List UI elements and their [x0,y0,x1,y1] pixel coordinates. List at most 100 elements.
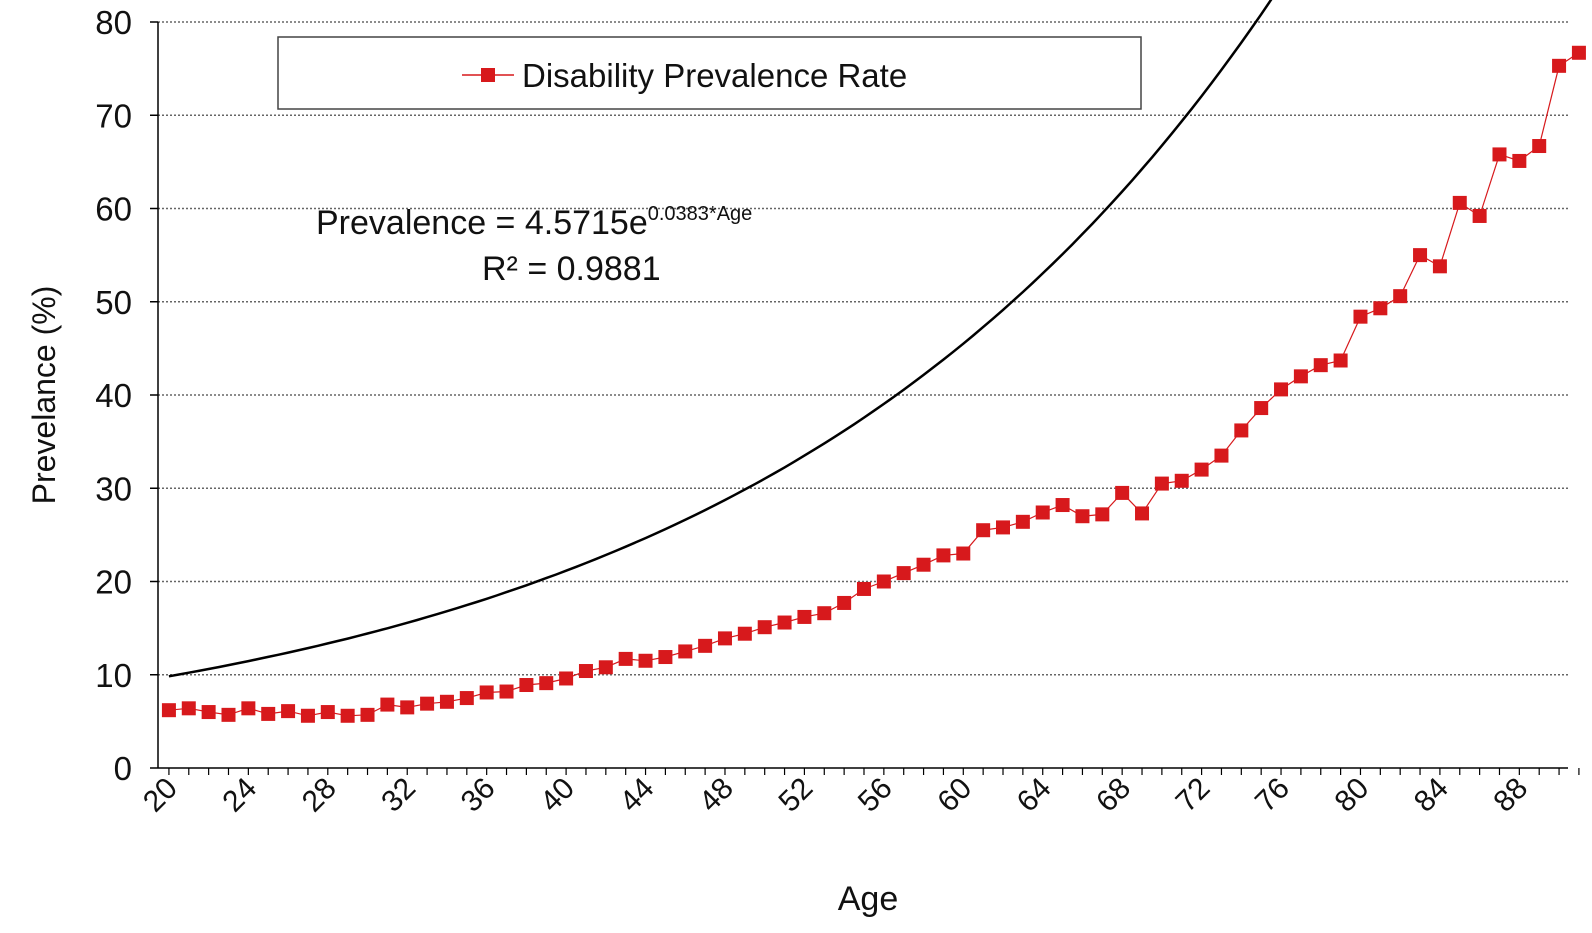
data-point [1095,507,1110,522]
data-point [1532,139,1547,154]
data-point [459,691,474,706]
data-point [658,650,673,665]
x-tick-label: 24 [216,772,263,819]
y-tick-label: 80 [95,4,132,41]
data-point [1373,301,1388,316]
data-point [598,660,613,675]
data-point [856,581,871,596]
x-tick-label: 84 [1408,772,1455,819]
data-point [539,676,554,691]
data-point [1313,358,1328,373]
data-point [1571,45,1586,60]
y-tick-label: 40 [95,377,132,414]
data-point [698,638,713,653]
data-point [1135,506,1150,521]
data-point [837,595,852,610]
data-point [1055,498,1070,513]
data-point [1393,289,1408,304]
data-point [181,701,196,716]
x-tick-label: 52 [772,772,819,819]
data-point [380,697,395,712]
x-tick-label: 20 [137,772,184,819]
legend-label: Disability Prevalence Rate [522,57,907,94]
data-point [221,707,236,722]
svg-text:Prevalence = 4.5715e0.0383*Age: Prevalence = 4.5715e0.0383*Age [316,203,752,242]
data-point [1115,485,1130,500]
data-point [797,609,812,624]
data-point [559,671,574,686]
data-point [1452,195,1467,210]
x-tick-label: 56 [852,772,899,819]
y-tick-label: 20 [95,564,132,601]
data-point [1293,369,1308,384]
x-tick-label: 80 [1328,772,1375,819]
data-point [1214,448,1229,463]
equation-exponent: 0.0383*Age [648,203,753,225]
data-point [578,664,593,679]
x-axis-label: Age [838,880,899,918]
data-point [1333,353,1348,368]
data-point [1492,147,1507,162]
data-point [300,708,315,723]
data-point [1234,423,1249,438]
y-tick-label: 0 [114,750,132,787]
data-point [1075,509,1090,524]
x-tick-label: 68 [1090,772,1137,819]
data-point [1472,208,1487,223]
data-point [1254,401,1269,416]
data-point [1552,58,1567,73]
data-point [638,653,653,668]
data-point [360,707,375,722]
data-point [876,574,891,589]
y-axis-label: Prevelance (%) [26,286,62,505]
x-tick-label: 72 [1170,772,1217,819]
data-point [976,523,991,538]
trendline [168,0,1273,678]
data-point [1512,153,1527,168]
data-point [618,651,633,666]
trendline-equation: Prevalence = 4.5715e0.0383*Age R² = 0.98… [316,203,752,288]
data-point [1274,382,1289,397]
x-tick-label: 36 [455,772,502,819]
data-point [499,684,514,699]
data-point [717,631,732,646]
data-point [519,678,534,693]
data-point [161,703,176,718]
data-point [340,708,355,723]
data-point [817,606,832,621]
data-point [956,546,971,561]
series [161,45,1586,723]
data-point [261,706,276,721]
data-point [420,696,435,711]
r-squared-text: R² = 0.9881 [482,250,661,288]
x-tick-label: 60 [931,772,978,819]
data-point [1194,462,1209,477]
legend: Disability Prevalence Rate [277,36,1142,110]
data-point [1174,473,1189,488]
data-point [439,694,454,709]
grid-lines [158,21,1568,676]
x-tick-label: 28 [296,772,343,819]
x-tick-label: 48 [693,772,740,819]
series-line [168,52,1580,717]
x-tick-label: 32 [375,772,422,819]
data-point [678,644,693,659]
data-point [936,548,951,563]
legend-box [277,36,1142,110]
data-point [1413,248,1428,263]
data-point [896,566,911,581]
y-tick-label: 30 [95,470,132,507]
data-point [777,615,792,630]
data-point [996,520,1011,535]
x-tick-label: 44 [614,772,661,819]
data-point [1015,514,1030,529]
y-tick-label: 10 [95,657,132,694]
equation-text: Prevalence = 4.5715e [316,204,648,242]
data-point [1353,309,1368,324]
data-point [320,705,335,720]
data-point [241,701,256,716]
data-point [1154,476,1169,491]
data-point [737,626,752,641]
y-tick-label: 60 [95,191,132,228]
x-tick-label: 76 [1249,772,1296,819]
